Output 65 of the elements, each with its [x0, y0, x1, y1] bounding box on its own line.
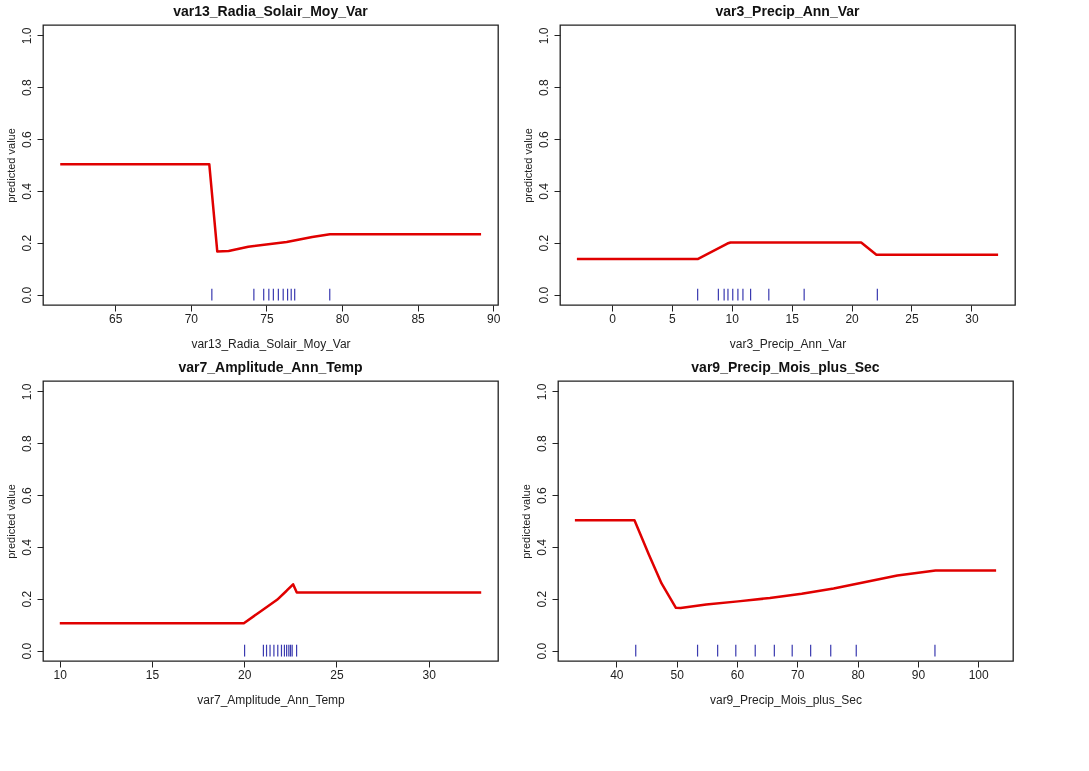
- x-tick-label: 25: [330, 667, 344, 682]
- x-tick-label: 15: [145, 667, 160, 682]
- y-tick-label: 0.0: [19, 642, 34, 660]
- y-tick-label: 0.2: [534, 590, 549, 608]
- x-tick-label: 90: [911, 667, 926, 682]
- chart-title: var13_Radia_Solair_Moy_Var: [173, 3, 369, 19]
- chart-title: var7_Amplitude_Ann_Temp: [178, 359, 363, 375]
- x-tick-label: 60: [730, 667, 745, 682]
- y-tick-label: 0.8: [534, 435, 549, 453]
- x-tick-label: 70: [791, 667, 805, 682]
- x-tick-label: 65: [109, 311, 123, 326]
- line-series: [58, 583, 483, 625]
- x-tick-label: 15: [785, 311, 800, 326]
- x-axis-title: var9_Precip_Mois_plus_Sec: [709, 692, 863, 707]
- y-tick-label: 0.8: [19, 79, 34, 97]
- x-tick-label: 90: [486, 311, 501, 326]
- y-tick-label: 0.4: [19, 538, 34, 556]
- y-tick-label: 0.8: [536, 79, 551, 97]
- y-tick-label: 0.6: [19, 486, 34, 504]
- y-axis-title: predicted value: [4, 484, 17, 559]
- x-tick-label: 85: [411, 311, 426, 326]
- y-axis-title: predicted value: [521, 128, 534, 203]
- line-series: [575, 241, 1000, 261]
- x-tick-label: 10: [725, 311, 740, 326]
- x-tick-label: 10: [53, 667, 68, 682]
- y-tick-label: 0.2: [19, 234, 34, 252]
- x-tick-label: 20: [238, 667, 252, 682]
- x-tick-label: 30: [422, 667, 437, 682]
- x-tick-label: 50: [670, 667, 685, 682]
- y-tick-label: 0.8: [19, 435, 34, 453]
- x-tick-label: 70: [184, 311, 199, 326]
- x-tick-label: 80: [851, 667, 866, 682]
- chart-title: var3_Precip_Ann_Var: [715, 3, 861, 19]
- x-tick-label: 5: [669, 311, 677, 326]
- x-axis-title: var3_Precip_Ann_Var: [729, 336, 847, 351]
- y-tick-label: 1.0: [19, 383, 34, 401]
- x-axis-title: var7_Amplitude_Ann_Temp: [197, 692, 346, 707]
- x-tick-label: 0: [609, 311, 617, 326]
- x-tick-label: 30: [965, 311, 979, 326]
- y-tick-label: 0.0: [536, 286, 551, 304]
- y-tick-label: 0.2: [19, 590, 34, 608]
- y-tick-label: 0.4: [536, 182, 551, 200]
- y-tick-label: 0.2: [536, 234, 551, 252]
- y-tick-label: 1.0: [536, 27, 551, 45]
- y-tick-label: 0.4: [534, 538, 549, 556]
- y-tick-label: 1.0: [19, 27, 34, 45]
- y-tick-label: 0.6: [19, 130, 34, 148]
- x-tick-label: 100: [968, 667, 990, 682]
- y-axis-title: predicted value: [4, 128, 17, 203]
- y-tick-label: 1.0: [534, 383, 549, 401]
- y-tick-label: 0.0: [19, 286, 34, 304]
- x-tick-label: 75: [260, 311, 274, 326]
- y-tick-label: 0.6: [534, 486, 549, 504]
- y-tick-label: 0.4: [19, 182, 34, 200]
- chart-title: var9_Precip_Mois_plus_Sec: [691, 359, 880, 375]
- x-tick-label: 80: [335, 311, 350, 326]
- x-tick-label: 40: [610, 667, 624, 682]
- y-tick-label: 0.0: [534, 642, 549, 660]
- y-axis-title: predicted value: [519, 484, 532, 559]
- line-series: [573, 518, 998, 610]
- y-tick-label: 0.6: [536, 130, 551, 148]
- line-series: [58, 162, 483, 253]
- x-tick-label: 25: [905, 311, 919, 326]
- x-axis-title: var13_Radia_Solair_Moy_Var: [191, 336, 351, 351]
- x-tick-label: 20: [845, 311, 860, 326]
